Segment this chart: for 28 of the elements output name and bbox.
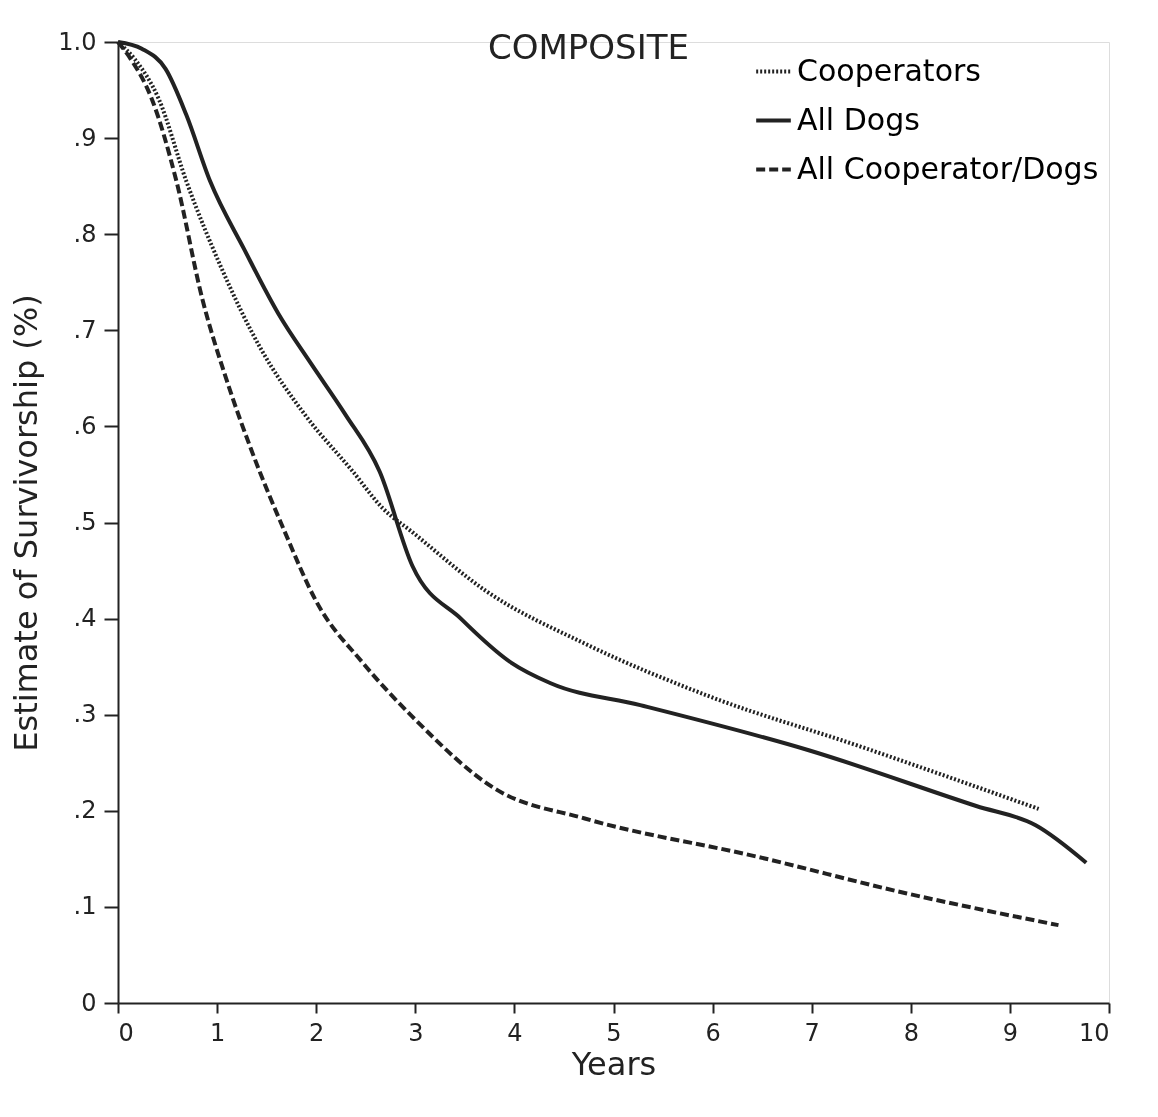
y-tick-label: .1: [73, 892, 97, 921]
y-tick-label: .3: [73, 700, 97, 729]
x-tick-label: 7: [804, 1018, 820, 1047]
x-tick-label: 6: [705, 1018, 721, 1047]
y-tick-label: .8: [73, 219, 97, 248]
legend-label: All Cooperator/Dogs: [797, 150, 1099, 186]
x-tick-label: 1: [209, 1018, 226, 1047]
y-tick-label: 0: [81, 988, 97, 1017]
chart-title: COMPOSITE: [488, 27, 689, 67]
y-tick-label: .2: [73, 796, 97, 825]
y-tick-label: 1.0: [58, 27, 97, 56]
y-tick-label: .7: [73, 315, 97, 344]
y-tick-label: .6: [73, 411, 97, 440]
x-tick-label: 3: [408, 1018, 424, 1047]
legend-label: Cooperators: [797, 52, 981, 88]
x-tick-label: 8: [903, 1018, 919, 1047]
x-tick-label: 5: [606, 1018, 622, 1047]
legend-label: All Dogs: [797, 101, 920, 137]
y-axis-title: Estimate of Survivorship (%): [7, 294, 46, 752]
y-tick-label: .4: [73, 604, 97, 633]
x-tick-label: 10: [1078, 1018, 1110, 1047]
y-tick-label: .9: [73, 123, 97, 152]
x-tick-label: 0: [118, 1018, 134, 1047]
x-tick-label: 4: [507, 1018, 523, 1047]
y-tick-label: .5: [73, 508, 97, 536]
x-axis-title: Years: [570, 1044, 657, 1083]
x-tick-label: 9: [1002, 1018, 1019, 1047]
x-tick-label: 2: [309, 1018, 325, 1047]
